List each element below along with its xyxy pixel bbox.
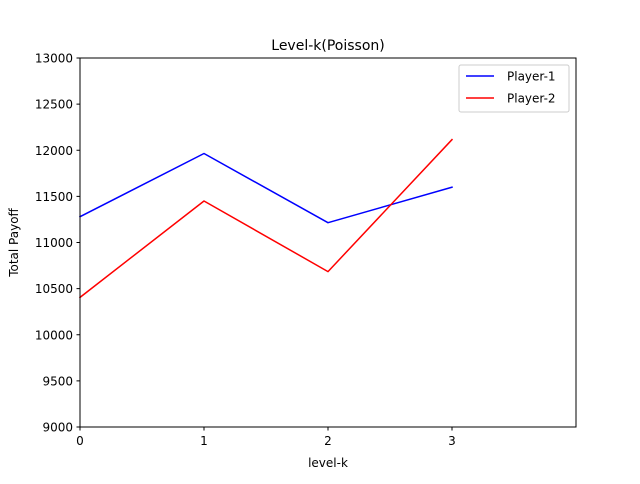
y-tick-label: 9000: [42, 421, 73, 435]
y-tick-label: 11000: [35, 236, 73, 250]
x-tick-label: 3: [448, 434, 456, 448]
series-lines: [78, 138, 454, 299]
x-axis-label: level-k: [308, 456, 348, 470]
y-tick-label: 10500: [35, 282, 73, 296]
legend-label: Player-1: [507, 70, 556, 84]
legend: Player-1 Player-2: [458, 64, 570, 113]
x-tick-label: 0: [76, 434, 84, 448]
x-tick-label: 1: [200, 434, 208, 448]
y-tick-label: 13000: [35, 52, 73, 66]
legend-label: Player-2: [507, 92, 556, 106]
y-axis-label: Total Payoff: [7, 207, 21, 277]
y-tick-label: 10000: [35, 328, 73, 342]
plot-area-frame: [79, 57, 577, 428]
y-tick-label: 12500: [35, 98, 73, 112]
y-axis-ticks: 9000 9500 10000 10500 11000 11500 12000 12500 13…: [35, 52, 80, 435]
x-axis-ticks: 0 1 2 3: [76, 427, 456, 448]
series-line-player-1: [78, 152, 453, 224]
x-tick-label: 2: [324, 434, 332, 448]
y-tick-label: 9500: [42, 374, 73, 388]
series-line-player-2: [78, 138, 454, 299]
y-tick-label: 12000: [35, 144, 73, 158]
y-tick-label: 11500: [35, 190, 73, 204]
chart-title: Level-k(Poisson): [271, 38, 384, 54]
